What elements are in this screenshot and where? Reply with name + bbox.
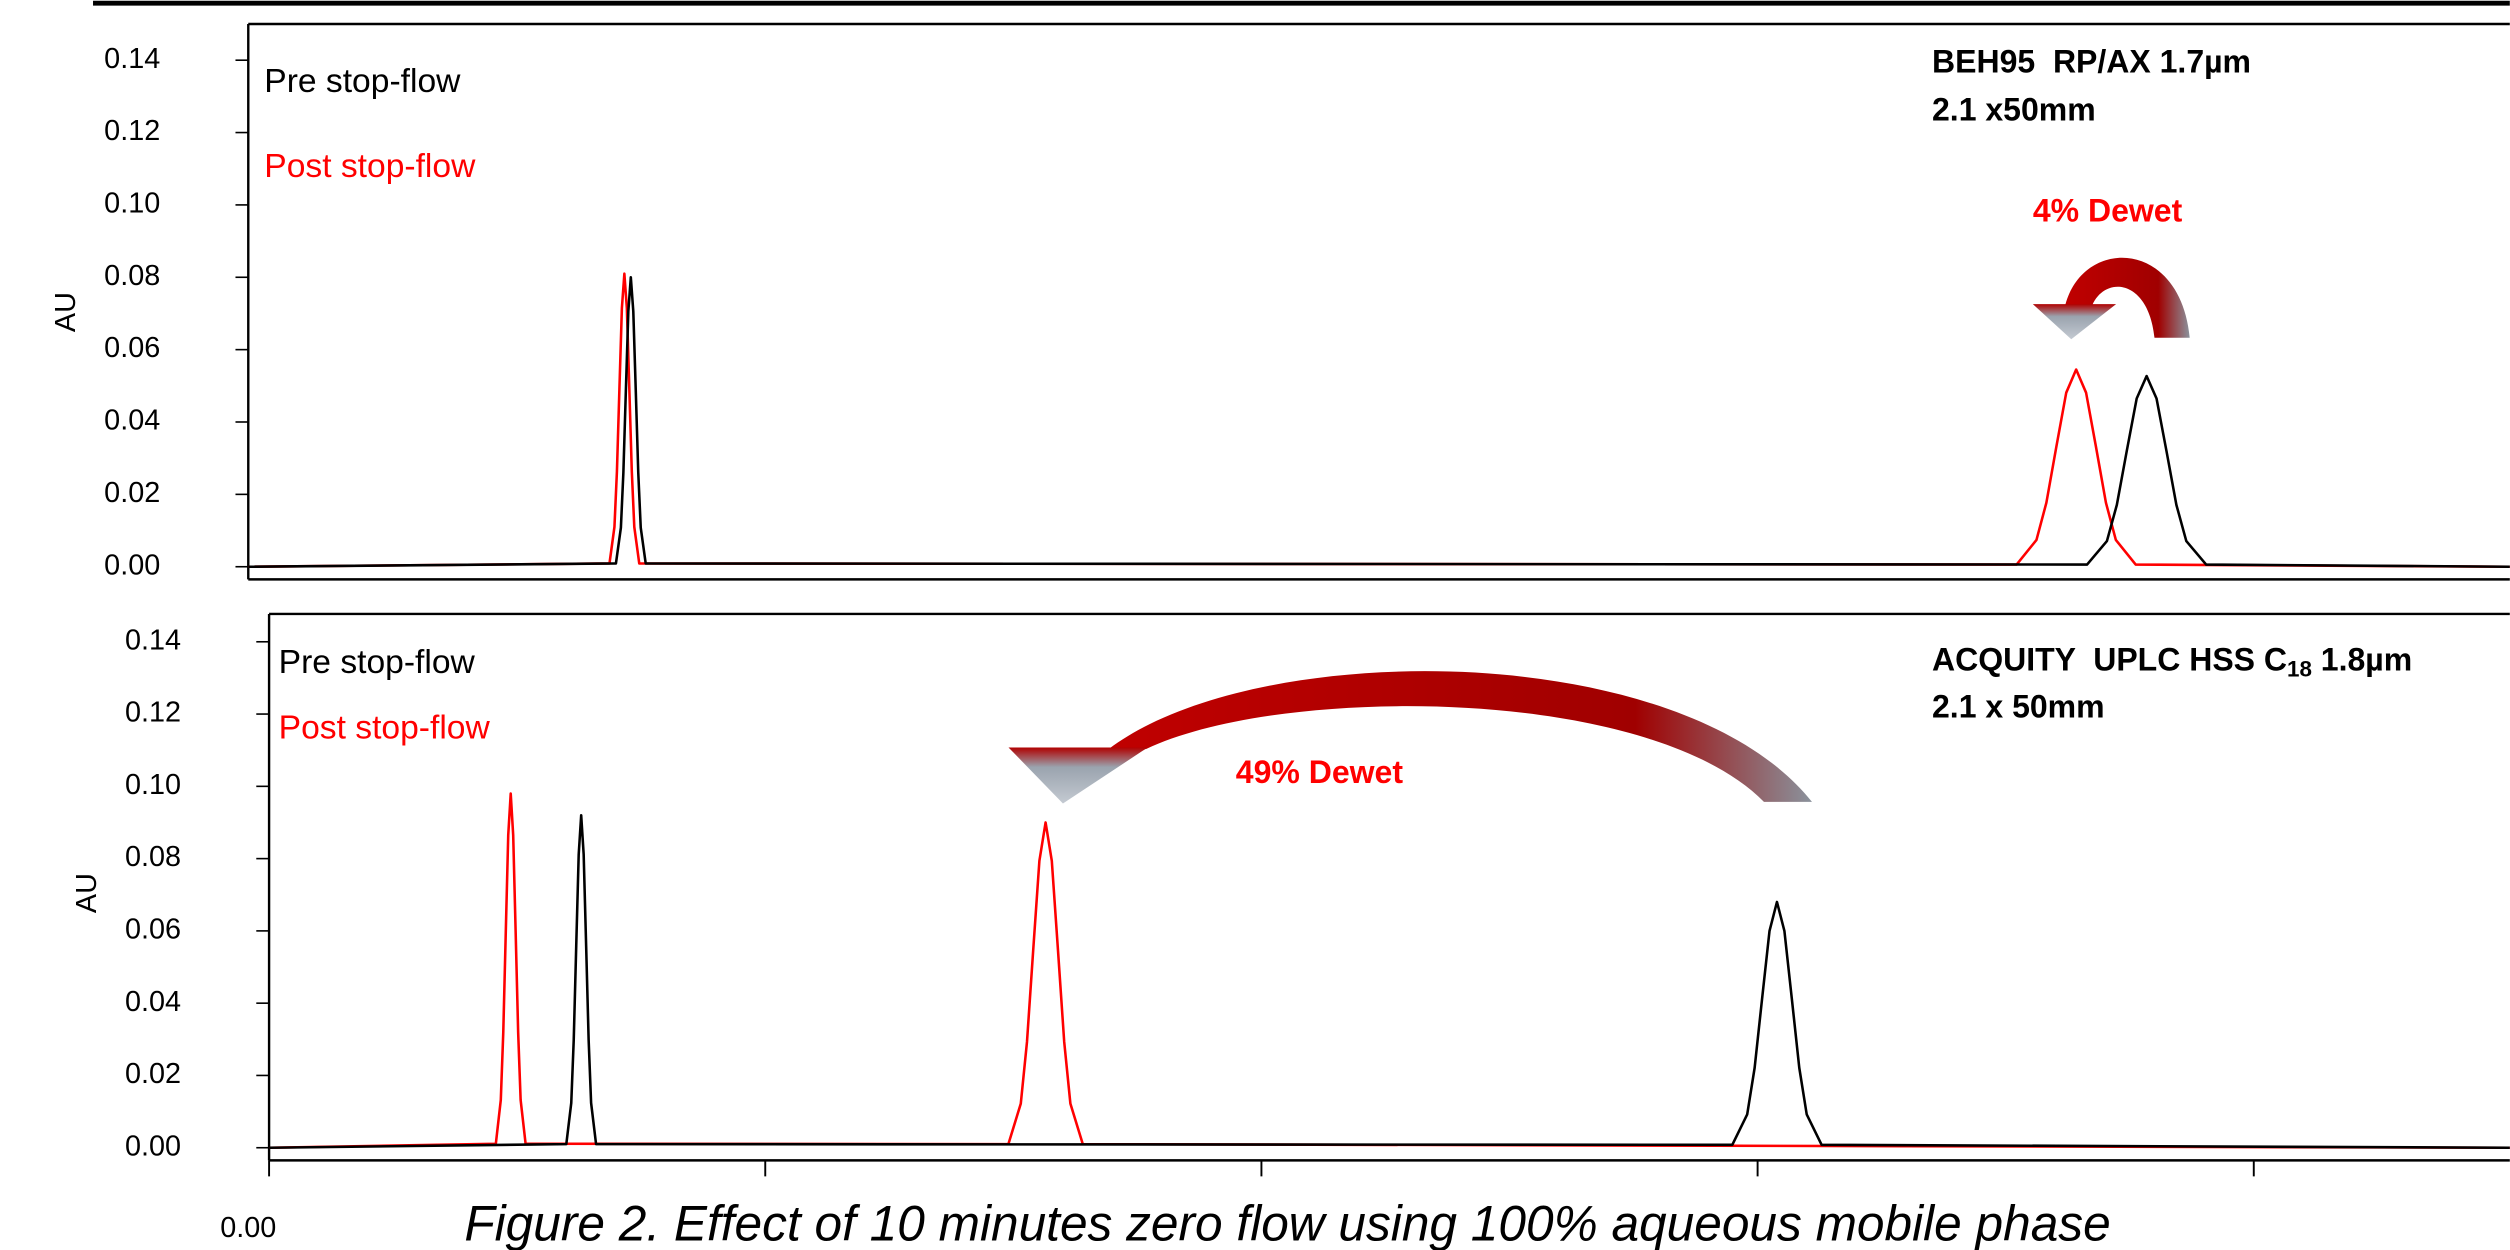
trace-line: [269, 794, 2510, 1148]
y-tick-label: 0.08: [104, 260, 160, 292]
y-axis-label: AU: [50, 292, 82, 332]
figure-caption: Figure 2. Effect of 10 minutes zero flow…: [464, 1196, 2110, 1250]
trace-line: [269, 815, 2510, 1147]
y-tick-label: 0.14: [125, 624, 181, 656]
y-tick-label: 0.08: [125, 841, 181, 873]
annotation-text: 1.8µm: [2312, 642, 2412, 678]
legend-label: Post stop-flow: [279, 710, 491, 747]
y-tick-label: 0.10: [125, 769, 181, 801]
annotation: BEH95 RP/AX 1.7µm: [1932, 43, 2251, 79]
y-tick-label: 0.04: [104, 405, 160, 437]
x-tick-label: 0.00: [220, 1212, 276, 1244]
chart: BEH95 RP/AX 1.7µm 2.1 x50mm 4% Dewet ACQ…: [0, 0, 2510, 1250]
y-tick-label: 0.10: [104, 188, 160, 220]
y-tick-label: 0.00: [104, 549, 160, 581]
page: BEH95 RP/AX 1.7µm 2.1 x50mm 4% Dewet ACQ…: [0, 0, 2510, 1250]
annotation-subscript: 18: [2287, 657, 2312, 682]
y-tick-label: 0.12: [104, 115, 160, 147]
y-tick-label: 0.00: [125, 1130, 181, 1162]
y-tick-label: 0.02: [104, 477, 160, 509]
annotation: 2.1 x50mm: [1932, 91, 2096, 127]
arrow-head: [1009, 747, 1148, 803]
y-tick-label: 0.06: [104, 332, 160, 364]
annotation-text: ACQUITY UPLC HSS C: [1932, 642, 2287, 678]
y-tick-label: 0.06: [125, 914, 181, 946]
y-tick-label: 0.04: [125, 986, 181, 1018]
legend-label: Pre stop-flow: [264, 63, 461, 100]
y-axis-label: AU: [71, 873, 103, 913]
annotation: 4% Dewet: [2033, 192, 2183, 228]
arrow-head: [2033, 304, 2116, 339]
y-tick-label: 0.02: [125, 1058, 181, 1090]
annotation: ACQUITY UPLC HSS C18 1.8µm: [1932, 642, 2412, 681]
dewet-arrow: [1105, 671, 1812, 802]
annotation: 2.1 x 50mm: [1932, 688, 2105, 724]
legend-label: Post stop-flow: [264, 148, 476, 185]
y-tick-label: 0.12: [125, 697, 181, 729]
y-tick-label: 0.14: [104, 43, 160, 75]
legend-label: Pre stop-flow: [279, 644, 476, 681]
annotation: 49% Dewet: [1236, 754, 1404, 790]
